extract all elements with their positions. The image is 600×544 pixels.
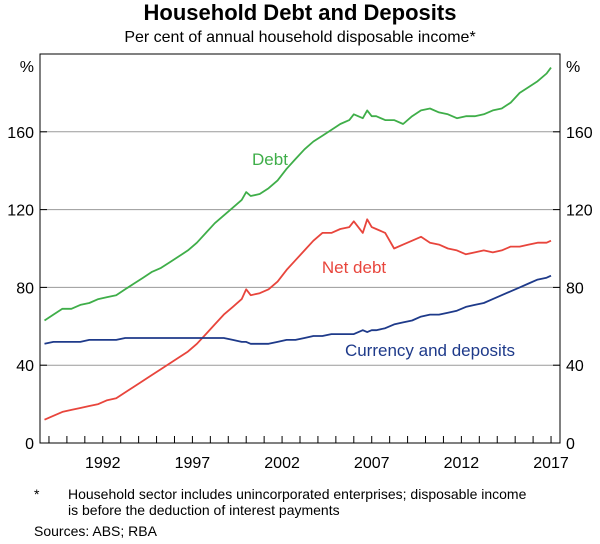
series-label-currency-and-deposits: Currency and deposits [345, 341, 515, 360]
ytick-label-left: 40 [16, 358, 34, 375]
series-label-debt: Debt [252, 150, 288, 169]
ytick-label-left: 160 [7, 125, 34, 142]
gridlines [40, 131, 560, 366]
series-line-debt [44, 67, 552, 322]
footnote-text: Household sector includes unincorporated… [68, 486, 527, 518]
chart-title: Household Debt and Deposits [143, 0, 457, 25]
xtick-label-1992: 1992 [85, 455, 121, 472]
ytick-label-left: 80 [16, 280, 34, 297]
ytick-label-right: 0 [566, 436, 575, 453]
axis-ticks [40, 131, 560, 444]
ytick-label-left: 0 [25, 436, 34, 453]
ytick-label-right: 160 [566, 125, 593, 142]
y-unit-left: % [20, 59, 34, 76]
xtick-label-2007: 2007 [354, 455, 390, 472]
series-line-net-debt [44, 218, 552, 421]
xtick-label-2012: 2012 [444, 455, 480, 472]
series-line-currency-and-deposits [44, 274, 552, 345]
axis-labels: 0 0 40 40 80 80 120 120 160 160% % 1992 1997 2002 2007… [7, 59, 593, 472]
xtick-label-2017: 2017 [533, 455, 569, 472]
series-group [44, 67, 552, 421]
xtick-label-1997: 1997 [175, 455, 211, 472]
y-unit-right: % [566, 59, 580, 76]
plot-frame [39, 53, 561, 444]
chart-subtitle: Per cent of annual household disposable … [124, 29, 476, 46]
ytick-label-right: 120 [566, 203, 593, 220]
sources-note: Sources: ABS; RBA [34, 523, 157, 539]
xtick-label-2002: 2002 [264, 455, 300, 472]
footnote-marker: * [34, 486, 40, 502]
series-label-net-debt: Net debt [322, 258, 387, 277]
ytick-label-right: 40 [566, 358, 584, 375]
ytick-label-right: 80 [566, 280, 584, 297]
ytick-label-left: 120 [7, 203, 34, 220]
